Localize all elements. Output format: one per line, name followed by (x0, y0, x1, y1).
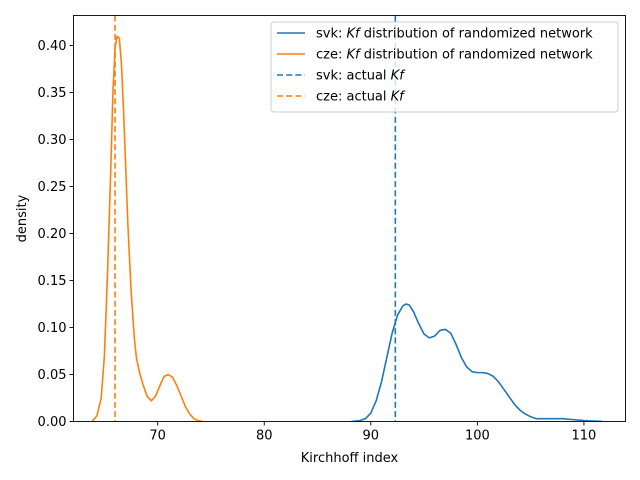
x-axis-ticks: 70 80 90 100 110 (149, 421, 597, 444)
y-axis-ticks: 0.00 0.05 0.10 0.15 0.20 0.25 0.30 0.35 0.40 (38, 39, 74, 430)
legend: svk: Kf distribution of randomized netwo… (270, 21, 619, 113)
y-tick-label: 0.05 (38, 368, 67, 383)
legend-entry-label: svk: Kf distribution of randomized netwo… (316, 27, 593, 42)
legend-entry-label: cze: actual Kf (316, 90, 406, 105)
y-tick-label: 0.00 (38, 415, 67, 430)
x-tick-label: 110 (572, 429, 597, 444)
y-tick-label: 0.35 (38, 86, 67, 101)
y-tick-label: 0.30 (38, 133, 67, 148)
svk-kf-distribution-line (350, 303, 603, 422)
y-tick-label: 0.10 (38, 321, 67, 336)
y-tick-label: 0.20 (38, 227, 67, 242)
y-axis-label: density (15, 194, 30, 242)
plot-frame (73, 15, 626, 422)
y-tick-label: 0.40 (38, 39, 67, 54)
legend-entry-label: cze: Kf distribution of randomized netwo… (316, 48, 593, 63)
x-tick-label: 100 (465, 429, 490, 444)
x-tick-label: 80 (256, 429, 273, 444)
x-tick-label: 90 (363, 429, 380, 444)
y-tick-label: 0.25 (38, 180, 67, 195)
legend-entry-label: svk: actual Kf (316, 69, 406, 84)
legend-box (270, 21, 619, 113)
cze-kf-distribution-line (91, 35, 204, 422)
x-axis-label: Kirchhoff index (301, 451, 399, 466)
x-tick-label: 70 (149, 429, 166, 444)
y-tick-label: 0.15 (38, 274, 67, 289)
